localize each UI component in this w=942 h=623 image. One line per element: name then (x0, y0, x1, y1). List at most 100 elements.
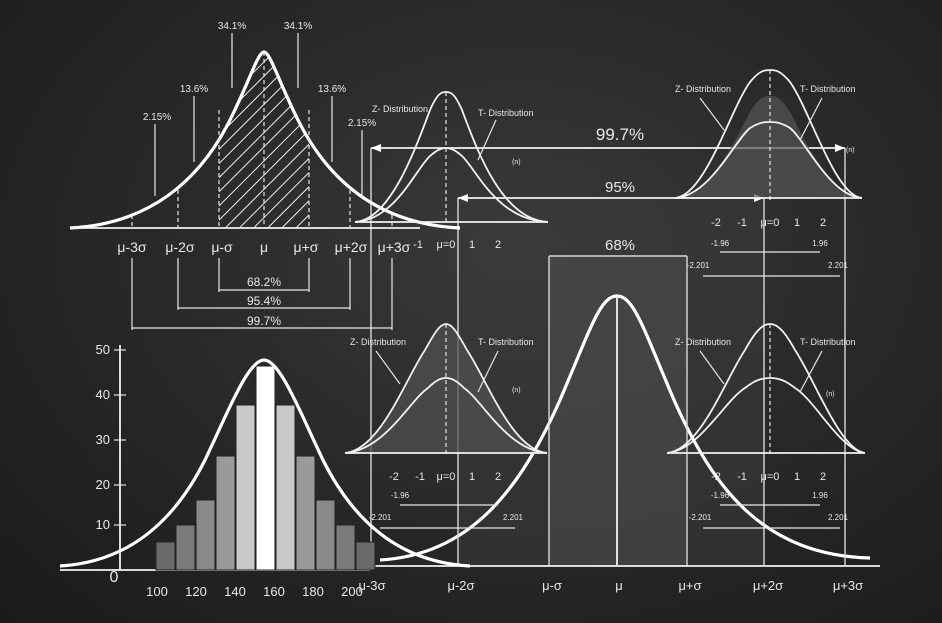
y-tick-label: 20 (96, 477, 110, 492)
percent-label: 34.1% (284, 21, 312, 32)
axis-label: μ-σ (542, 578, 562, 593)
tick-label: 1 (794, 471, 800, 483)
axis-label: μ-2σ (447, 578, 474, 593)
sigma-label: μ-2σ (165, 239, 195, 255)
z-distribution-label: Z- Distribution (675, 337, 731, 347)
y-tick-label: 10 (96, 517, 110, 532)
sigma-label: μ+3σ (378, 239, 411, 255)
percent-label: 2.15% (143, 112, 171, 123)
z-critical-label: 1.96 (812, 239, 828, 248)
zt-panel-mid-left: Z- Distribution T- Distribution (n) -2 -… (344, 323, 548, 529)
n-label: (n) (846, 147, 855, 154)
zt-panel-top-middle: Z- Distribution T- Distribution (n) -1 μ… (354, 91, 549, 251)
histogram-bar (215, 455, 236, 571)
tick-label: -1 (413, 239, 423, 251)
tick-label: -2 (711, 471, 721, 483)
sigma-label: μ+2σ (335, 239, 368, 255)
axis-label: μ+3σ (833, 578, 863, 593)
t-critical-label: 2.201 (828, 513, 849, 522)
t-critical-label: 2.201 (828, 261, 849, 270)
z-critical-label: -1.96 (711, 491, 730, 500)
histogram-bar (195, 499, 216, 571)
axis-label: μ (615, 578, 623, 593)
range-label-95-4: 95.4% (247, 294, 281, 308)
tick-label: 1 (794, 217, 800, 229)
hatched-area (219, 52, 309, 228)
n-label: (n) (512, 387, 521, 394)
percent-label: 13.6% (318, 84, 346, 95)
histogram-normal-curve (59, 358, 471, 568)
top-left-normal-curve-group: 34.1% 34.1% 13.6% 13.6% 2.15% 2.15% μ-3σ… (69, 21, 461, 330)
histogram-bar (335, 524, 356, 571)
y-tick-label: 0 (110, 569, 119, 586)
range-label-95: 95% (605, 179, 635, 196)
sigma-label: μ+σ (294, 239, 319, 255)
percent-label: 34.1% (218, 21, 246, 32)
tick-label: 1 (469, 471, 475, 483)
x-tick-label: 180 (302, 584, 324, 599)
tick-label: μ=0 (761, 217, 780, 229)
z-distribution-label: Z- Distribution (372, 104, 428, 114)
t-distribution-label: T- Distribution (800, 337, 856, 347)
tick-label: -1 (737, 471, 747, 483)
histogram-group: 50 40 30 20 10 0 100 120 140 160 180 200 (59, 342, 471, 599)
y-ticks (114, 349, 126, 526)
n-label: (n) (512, 159, 521, 166)
sigma-label: μ-3σ (117, 239, 147, 255)
tick-label: μ=0 (761, 471, 780, 483)
axis-label: μ+σ (678, 578, 701, 593)
tick-label: 1 (469, 239, 475, 251)
tick-label: -2 (711, 217, 721, 229)
tick-label: 2 (495, 471, 501, 483)
shade-68 (549, 256, 687, 566)
range-label-68: 68% (605, 237, 635, 254)
axis-label: μ-3σ (358, 578, 385, 593)
y-tick-label: 50 (96, 342, 110, 357)
sigma-label: μ-σ (211, 239, 233, 255)
histogram-bar (235, 404, 256, 571)
histogram-bar (355, 541, 376, 571)
n-label: (n) (826, 391, 835, 398)
tick-label: 2 (495, 239, 501, 251)
t-distribution-label: T- Distribution (800, 84, 856, 94)
zt-panel-mid-right: Z- Distribution T- Distribution (n) -2 -… (666, 323, 866, 529)
x-tick-label: 120 (185, 584, 207, 599)
t-critical-label: -2.201 (369, 513, 392, 522)
histogram-bar (175, 524, 196, 571)
t-critical-label: 2.201 (503, 513, 524, 522)
zt-panel-top-right: Z- Distribution T- Distribution (n) -2 -… (674, 69, 863, 277)
range-label-99-7: 99.7% (247, 314, 281, 328)
histogram-bar (295, 455, 316, 571)
z-distribution-label: Z- Distribution (675, 84, 731, 94)
x-tick-label: 140 (224, 584, 246, 599)
sigma-label: μ (260, 239, 268, 255)
y-tick-label: 40 (96, 387, 110, 402)
range-label-99: 99.7% (596, 125, 644, 144)
percent-label: 2.15% (348, 118, 376, 129)
tick-label: μ=0 (437, 471, 456, 483)
histogram-bar (255, 365, 276, 571)
histogram-bar (315, 499, 336, 571)
t-distribution-label: T- Distribution (478, 337, 534, 347)
histogram-bar (275, 404, 296, 571)
z-distribution-label: Z- Distribution (350, 337, 406, 347)
shade-95 (458, 198, 764, 566)
histogram-bar (155, 541, 176, 571)
z-critical-label: -1.96 (391, 491, 410, 500)
tick-label: 2 (820, 471, 826, 483)
t-critical-label: -2.201 (689, 513, 712, 522)
t-critical-label: -2.201 (687, 261, 710, 270)
y-tick-label: 30 (96, 432, 110, 447)
t-distribution-label: T- Distribution (478, 108, 534, 118)
big-normal-curve-group: 99.7% 95% 68% μ-3σ μ-2σ μ-σ μ μ+σ μ+2σ μ… (330, 125, 880, 593)
x-tick-label: 100 (146, 584, 168, 599)
z-critical-label: 1.96 (812, 491, 828, 500)
percent-label: 13.6% (180, 84, 208, 95)
x-tick-label: 200 (341, 584, 363, 599)
range-label-68-2: 68.2% (247, 275, 281, 289)
tick-label: 2 (820, 217, 826, 229)
z-critical-label: -1.96 (711, 239, 730, 248)
tick-label: -1 (737, 217, 747, 229)
